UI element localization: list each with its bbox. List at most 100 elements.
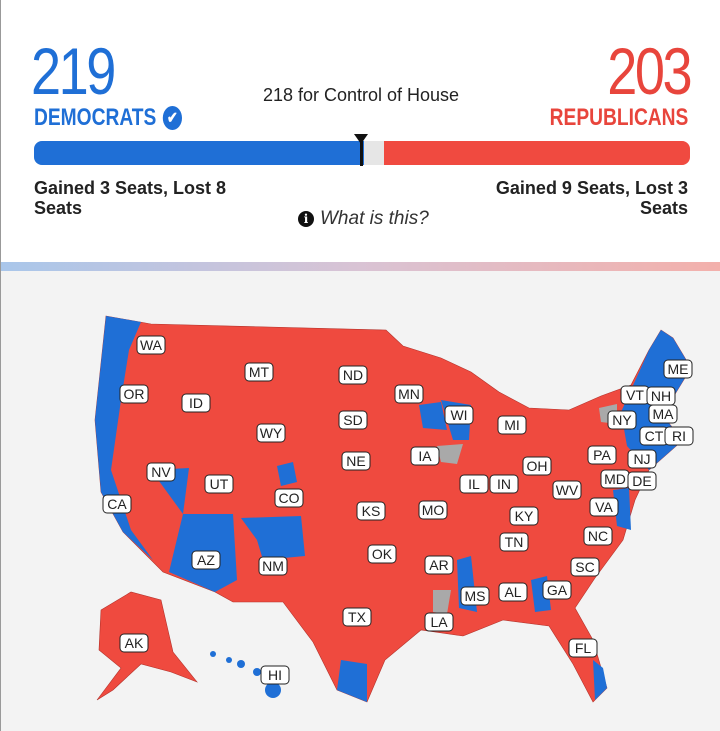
state-label-de[interactable]: DE	[627, 471, 657, 491]
state-label-box	[444, 405, 474, 425]
state-label-text: IL	[468, 476, 480, 492]
state-label-text: KY	[515, 508, 534, 524]
state-label-tx[interactable]: TX	[342, 607, 372, 627]
state-label-oh[interactable]: OH	[522, 456, 552, 476]
state-label-wi[interactable]: WI	[444, 405, 474, 425]
state-label-ca[interactable]: CA	[102, 494, 132, 514]
state-label-box	[181, 393, 211, 413]
state-label-va[interactable]: VA	[589, 497, 619, 517]
state-label-ms[interactable]: MS	[460, 586, 490, 606]
state-label-box	[627, 471, 657, 491]
minnesota-dem[interactable]	[419, 402, 447, 430]
state-label-vt[interactable]: VT	[620, 385, 650, 405]
state-label-text: WY	[260, 425, 283, 441]
state-label-text: ND	[343, 367, 363, 383]
state-label-nm[interactable]: NM	[258, 556, 288, 576]
what-is-this-link[interactable]: i What is this?	[298, 208, 429, 230]
state-label-nv[interactable]: NV	[146, 462, 176, 482]
state-label-sd[interactable]: SD	[338, 410, 368, 430]
state-label-wa[interactable]: WA	[136, 335, 166, 355]
state-label-or[interactable]: OR	[119, 384, 149, 404]
state-label-ar[interactable]: AR	[424, 555, 454, 575]
house-results-map[interactable]: WA OR ID MT ND MN SD WY WI MI NV UT CO NE IA IL IN OH PA NY…	[1, 271, 720, 731]
state-label-box	[589, 497, 619, 517]
state-label-ok[interactable]: OK	[367, 544, 397, 564]
state-label-ri[interactable]: RI	[664, 426, 694, 446]
virginia-dem[interactable]	[613, 488, 631, 530]
state-label-text: AK	[125, 635, 144, 651]
state-label-nd[interactable]: ND	[338, 365, 368, 385]
state-label-ia[interactable]: IA	[410, 446, 440, 466]
state-label-mi[interactable]: MI	[497, 415, 527, 435]
state-label-text: IA	[418, 448, 432, 464]
state-label-sc[interactable]: SC	[570, 557, 600, 577]
colorado-dem[interactable]	[277, 462, 297, 486]
state-label-text: NH	[651, 388, 671, 404]
state-label-ak[interactable]: AK	[119, 633, 149, 653]
state-label-il[interactable]: IL	[459, 474, 489, 494]
state-label-box	[260, 665, 290, 685]
rep-change: Gained 9 Seats, Lost 3 Seats	[495, 178, 688, 218]
state-label-mo[interactable]: MO	[418, 500, 448, 520]
florida-dem[interactable]	[593, 660, 607, 700]
state-label-pa[interactable]: PA	[587, 445, 617, 465]
state-label-box	[102, 494, 132, 514]
hawaii[interactable]	[210, 651, 281, 698]
state-label-ma[interactable]: MA	[648, 404, 678, 424]
state-label-box	[664, 426, 694, 446]
state-label-fl[interactable]: FL	[568, 638, 598, 658]
rep-seat-count: 203	[607, 34, 692, 108]
state-label-ne[interactable]: NE	[341, 451, 371, 471]
state-label-ky[interactable]: KY	[509, 506, 539, 526]
louisiana-undecided[interactable]	[433, 590, 451, 614]
state-label-nh[interactable]: NH	[646, 386, 676, 406]
state-label-la[interactable]: LA	[424, 612, 454, 632]
dem-label-group: DEMOCRATS ✔	[34, 104, 182, 132]
state-label-me[interactable]: ME	[663, 359, 693, 379]
state-label-text: CA	[107, 496, 127, 512]
state-label-box	[136, 335, 166, 355]
state-label-wv[interactable]: WV	[552, 480, 582, 500]
state-label-co[interactable]: CO	[274, 488, 304, 508]
state-label-mn[interactable]: MN	[394, 384, 424, 404]
state-label-id[interactable]: ID	[181, 393, 211, 413]
state-label-text: AR	[429, 557, 448, 573]
state-label-al[interactable]: AL	[498, 582, 528, 602]
state-label-ct[interactable]: CT	[639, 426, 669, 446]
state-label-nj[interactable]: NJ	[627, 449, 657, 469]
state-label-az[interactable]: AZ	[191, 550, 221, 570]
state-label-tn[interactable]: TN	[499, 532, 529, 552]
iowa-undecided[interactable]	[437, 444, 463, 464]
state-label-text: MN	[398, 386, 420, 402]
rep-label: REPUBLICANS	[549, 104, 688, 131]
state-label-nc[interactable]: NC	[583, 526, 613, 546]
new-mexico-dem[interactable]	[241, 516, 305, 560]
state-label-text: NJ	[633, 451, 650, 467]
state-label-in[interactable]: IN	[489, 474, 519, 494]
texas-dem[interactable]	[337, 660, 367, 702]
state-label-box	[258, 556, 288, 576]
state-label-md[interactable]: MD	[600, 469, 630, 489]
state-label-ks[interactable]: KS	[356, 501, 386, 521]
state-label-box	[418, 500, 448, 520]
state-label-text: OK	[372, 546, 393, 562]
check-circle-icon: ✔	[162, 106, 182, 130]
state-label-text: PA	[593, 447, 611, 463]
state-label-text: MT	[249, 364, 270, 380]
state-label-mt[interactable]: MT	[244, 362, 274, 382]
state-label-box	[552, 480, 582, 500]
state-label-text: GA	[547, 582, 568, 598]
state-label-hi[interactable]: HI	[260, 665, 290, 685]
state-label-text: VA	[595, 499, 613, 515]
state-label-wy[interactable]: WY	[256, 423, 286, 443]
state-label-box	[338, 410, 368, 430]
state-label-text: MO	[422, 502, 445, 518]
info-icon: i	[298, 211, 314, 227]
state-label-box	[568, 638, 598, 658]
dem-change: Gained 3 Seats, Lost 8 Seats	[34, 178, 227, 218]
state-label-ny[interactable]: NY	[607, 410, 637, 430]
state-label-ut[interactable]: UT	[204, 474, 234, 494]
state-label-text: OH	[527, 458, 548, 474]
state-label-text: SC	[575, 559, 594, 575]
state-label-ga[interactable]: GA	[542, 580, 572, 600]
